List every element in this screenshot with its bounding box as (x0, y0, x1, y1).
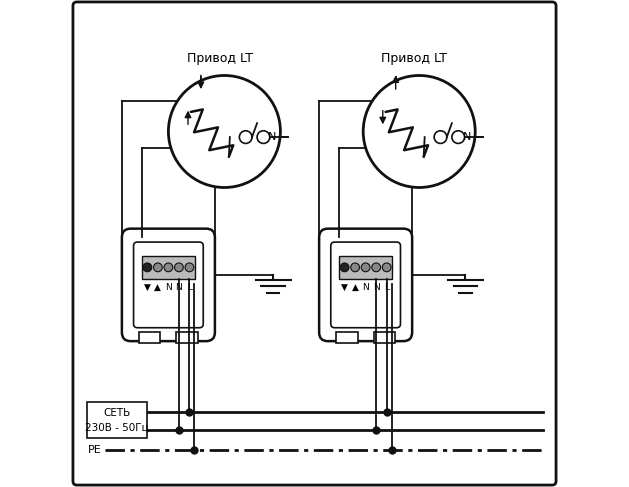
Circle shape (363, 75, 476, 187)
Text: ▼: ▼ (341, 283, 348, 292)
Text: N: N (373, 283, 379, 292)
Circle shape (174, 263, 183, 272)
Text: N: N (362, 283, 369, 292)
Text: ▲: ▲ (352, 283, 359, 292)
Text: N: N (268, 132, 276, 142)
Text: N: N (92, 423, 101, 436)
FancyBboxPatch shape (331, 242, 401, 328)
Bar (374, 332, 396, 343)
Bar (339, 256, 392, 279)
Circle shape (382, 263, 391, 272)
Bar (142, 256, 195, 279)
FancyBboxPatch shape (319, 229, 412, 341)
Text: N: N (463, 132, 471, 142)
Text: L: L (94, 405, 101, 418)
Text: СЕТЬ
230В - 50Гц: СЕТЬ 230В - 50Гц (85, 408, 149, 432)
Circle shape (153, 263, 162, 272)
Text: N: N (175, 283, 182, 292)
Circle shape (257, 131, 270, 143)
FancyBboxPatch shape (122, 229, 215, 341)
FancyBboxPatch shape (73, 2, 556, 485)
Circle shape (361, 263, 370, 272)
Text: Привод LT: Привод LT (381, 52, 447, 65)
FancyBboxPatch shape (133, 242, 203, 328)
Circle shape (372, 263, 381, 272)
Circle shape (185, 263, 194, 272)
Circle shape (351, 263, 360, 272)
Text: ▼: ▼ (144, 283, 151, 292)
Circle shape (452, 131, 465, 143)
Text: L: L (384, 283, 389, 292)
Bar (336, 332, 358, 343)
Circle shape (169, 75, 281, 187)
Circle shape (143, 263, 152, 272)
Text: N: N (165, 283, 172, 292)
Text: L: L (187, 283, 192, 292)
Text: ▲: ▲ (155, 283, 161, 292)
Bar (176, 332, 198, 343)
Bar (87, 402, 147, 438)
Text: PE: PE (87, 446, 101, 455)
Circle shape (340, 263, 349, 272)
Circle shape (240, 131, 252, 143)
Circle shape (164, 263, 173, 272)
Circle shape (434, 131, 447, 143)
Text: Привод LT: Привод LT (187, 52, 252, 65)
Bar (138, 332, 160, 343)
